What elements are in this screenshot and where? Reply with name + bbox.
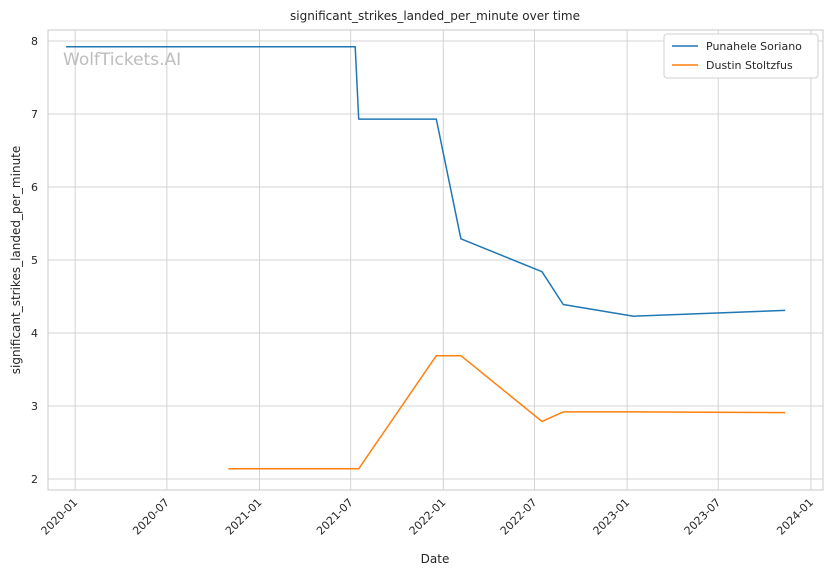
x-tick-label: 2024-01 — [774, 496, 816, 538]
y-tick-label: 3 — [31, 400, 38, 413]
x-tick-label: 2021-07 — [314, 496, 356, 538]
legend-label-punahele-soriano: Punahele Soriano — [706, 40, 802, 53]
x-tick-label: 2020-07 — [130, 496, 172, 538]
grid — [48, 30, 823, 490]
legend-label-dustin-stoltzfus: Dustin Stoltzfus — [706, 59, 793, 72]
series-lines — [66, 46, 786, 470]
y-tick-label: 8 — [31, 35, 38, 48]
series-line-punahele-soriano — [66, 46, 786, 317]
x-tick-label: 2020-01 — [39, 496, 81, 538]
chart-title: significant_strikes_landed_per_minute ov… — [290, 9, 580, 23]
x-tick-label: 2022-07 — [498, 496, 540, 538]
y-tick-label: 2 — [31, 473, 38, 486]
y-tick-label: 5 — [31, 254, 38, 267]
x-tick-label: 2023-01 — [591, 496, 633, 538]
y-tick-label: 6 — [31, 181, 38, 194]
watermark: WolfTickets.AI — [63, 50, 181, 70]
y-tick-label: 4 — [31, 327, 38, 340]
legend: Punahele Soriano Dustin Stoltzfus — [663, 33, 819, 79]
series-line-dustin-stoltzfus — [228, 354, 786, 470]
y-axis-label: significant_strikes_landed_per_minute — [9, 146, 23, 375]
tick-labels: 2 3 4 5 6 7 8 2020-01 2020-07 2021-01 2021-07 2022-… — [31, 35, 816, 538]
x-tick-label: 2021-01 — [223, 496, 265, 538]
x-tick-label: 2023-07 — [682, 496, 724, 538]
plot-frame — [47, 29, 824, 491]
x-axis-label: Date — [421, 552, 450, 566]
y-tick-label: 7 — [31, 108, 38, 121]
x-tick-label: 2022-01 — [407, 496, 449, 538]
legend-box — [663, 33, 819, 79]
